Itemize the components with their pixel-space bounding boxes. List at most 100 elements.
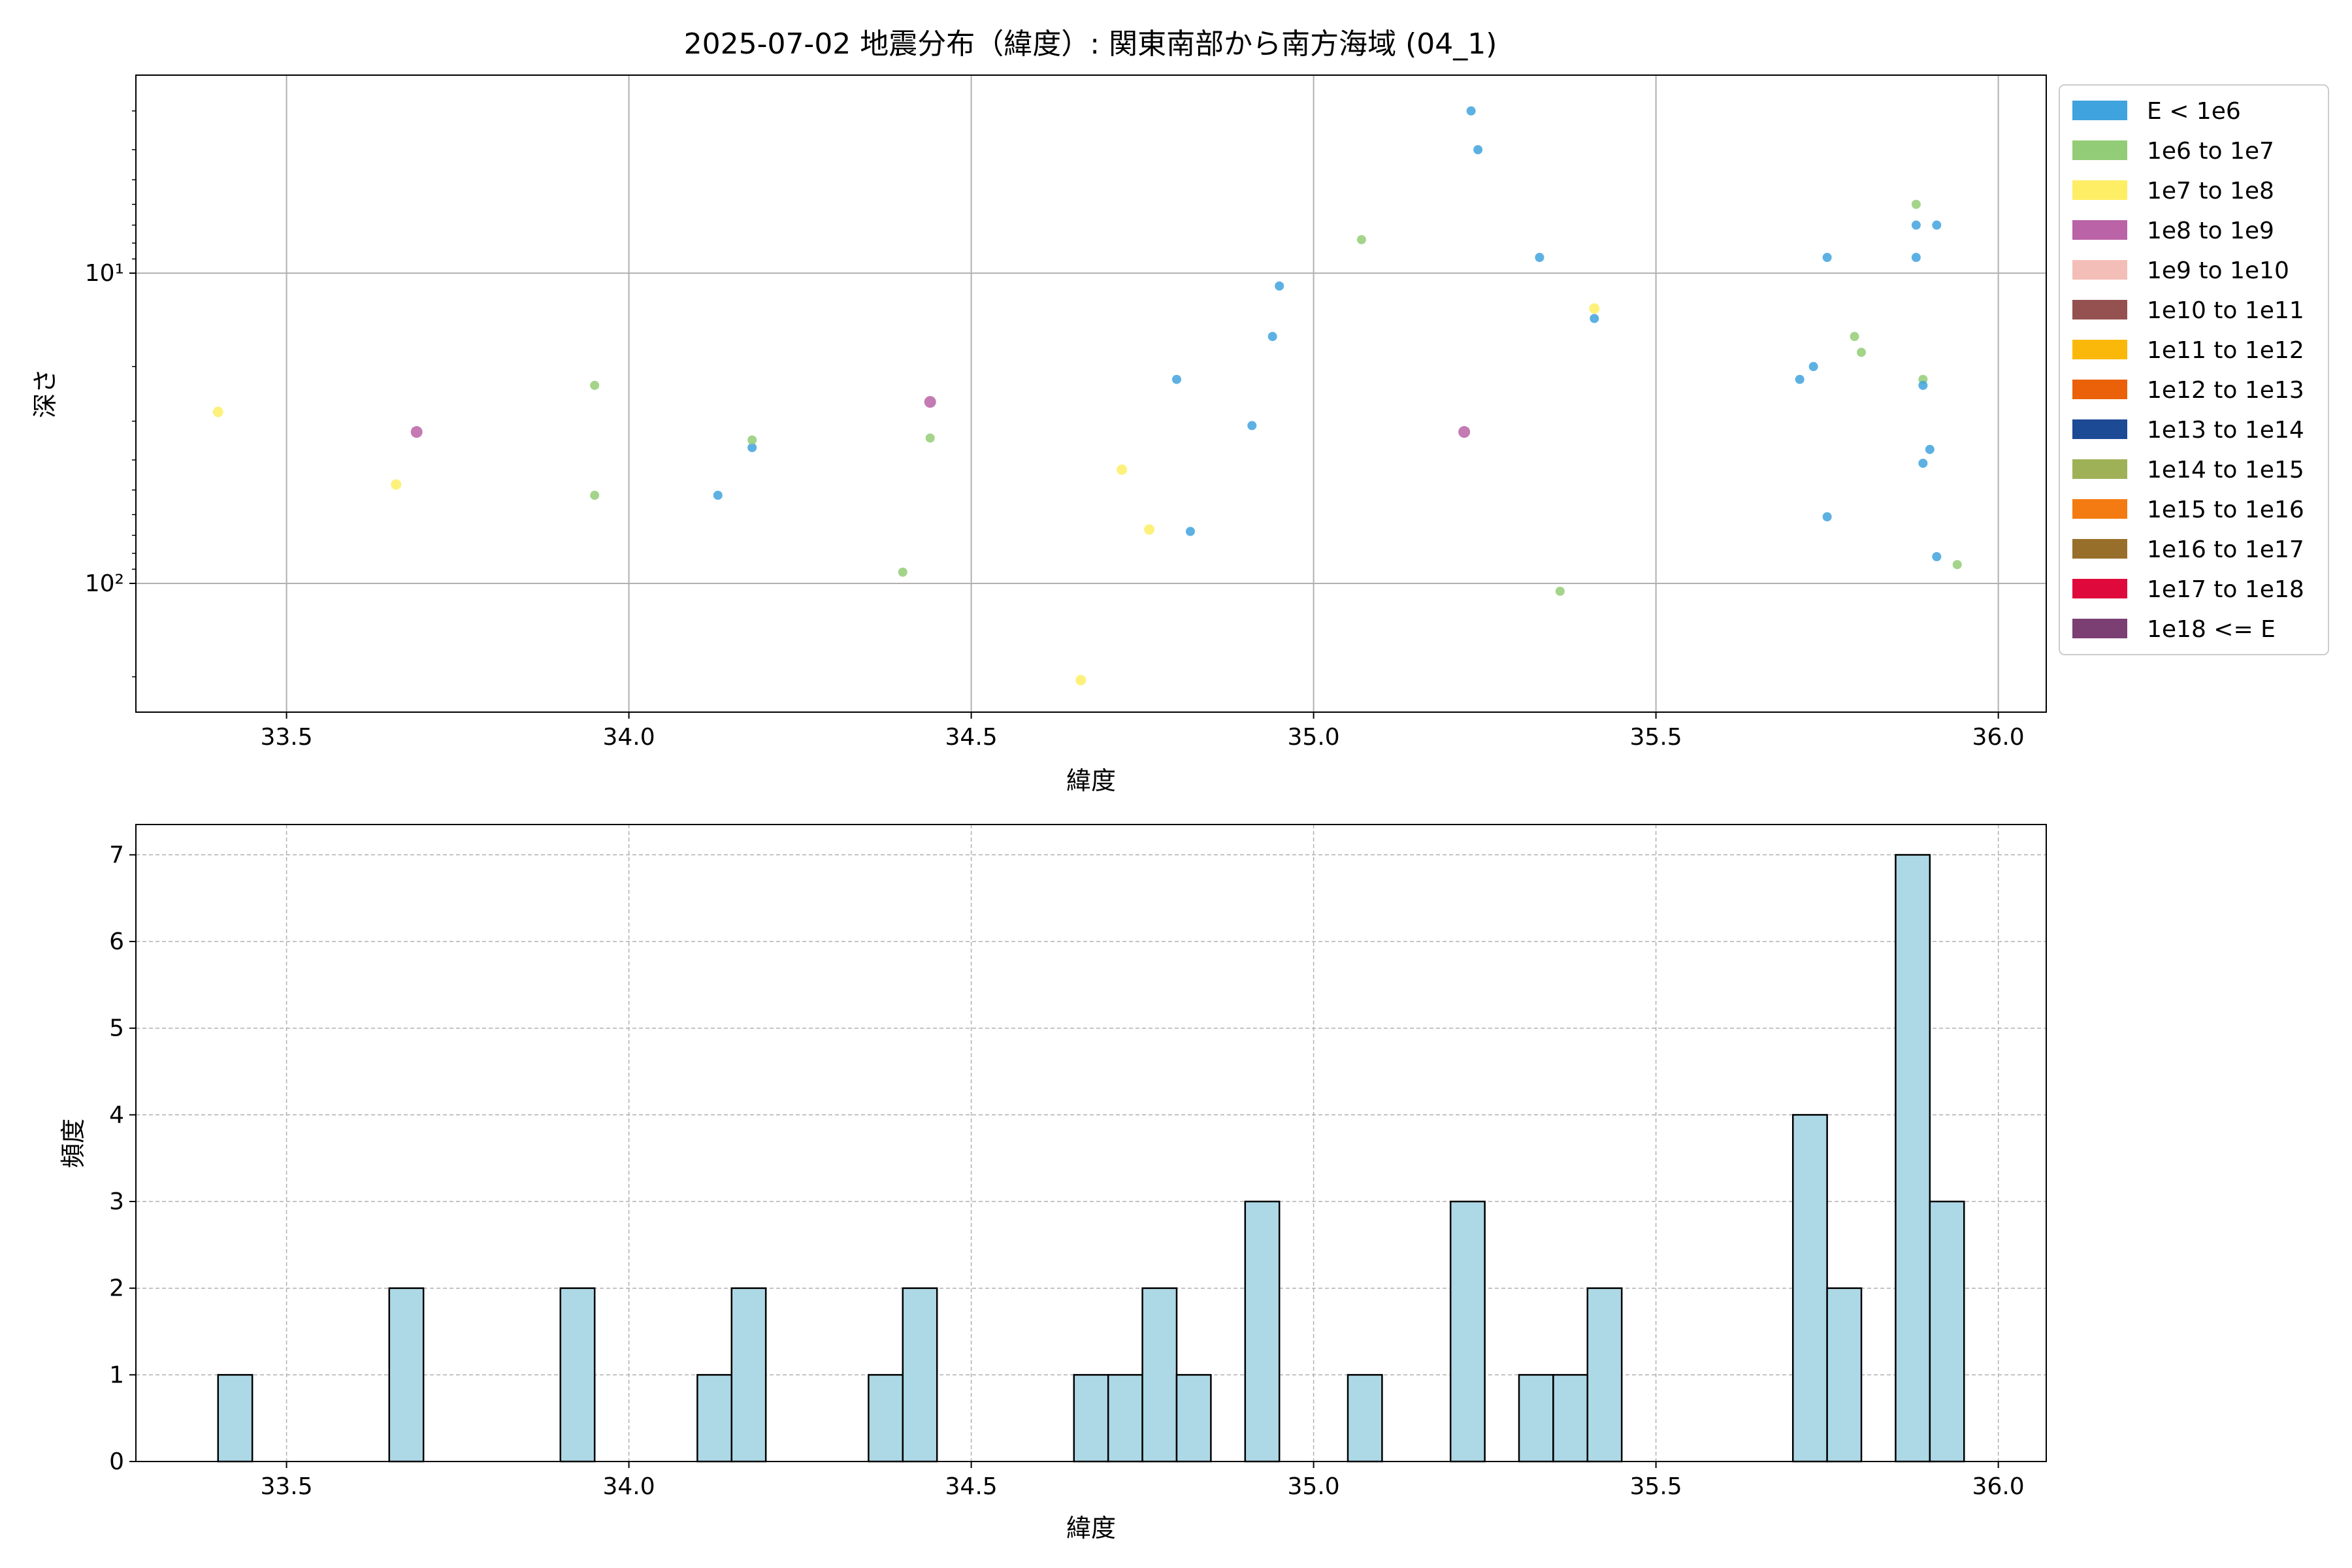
scatter-point (1911, 253, 1921, 263)
histogram-y-tick-label: 3 (109, 1188, 124, 1215)
scatter-point (1918, 380, 1928, 390)
legend-swatch (2072, 220, 2127, 240)
legend-swatch (2072, 419, 2127, 439)
scatter-point (1822, 512, 1832, 522)
scatter-point (1466, 106, 1476, 116)
histogram-bar (1791, 1114, 1828, 1463)
scatter-y-tick-label: 10² (85, 570, 124, 597)
histogram-x-tick-label: 36.0 (1972, 1473, 2025, 1500)
histogram-bar (868, 1374, 904, 1463)
histogram-bar (1552, 1374, 1589, 1463)
histogram-bar (730, 1287, 767, 1463)
histogram-bar (1175, 1374, 1212, 1463)
histogram-x-tick-label: 35.5 (1630, 1473, 1682, 1500)
scatter-point (1356, 235, 1366, 244)
histogram-x-tick-label: 33.5 (260, 1473, 312, 1500)
scatter-y-axis-label: 深さ (31, 368, 59, 418)
scatter-point (747, 443, 757, 453)
legend: E < 1e6 1e6 to 1e7 1e7 to 1e8 1e8 to 1e9 1e9… (2059, 84, 2329, 655)
histogram-bar (1107, 1374, 1143, 1463)
histogram-bar (696, 1374, 733, 1463)
histogram-bar (388, 1287, 425, 1463)
scatter-x-tick-label: 35.5 (1630, 724, 1682, 751)
histogram-y-tick-label: 6 (109, 928, 124, 955)
legend-swatch (2072, 459, 2127, 479)
legend-swatch (2072, 340, 2127, 359)
histogram-y-tick-label: 1 (109, 1362, 124, 1388)
scatter-point (1275, 281, 1284, 291)
legend-swatch (2072, 499, 2127, 519)
legend-label: 1e10 to 1e11 (2147, 297, 2304, 324)
scatter-point (1918, 459, 1928, 468)
legend-swatch (2072, 260, 2127, 280)
scatter-x-tick-label: 34.5 (945, 724, 998, 751)
scatter-point (1952, 560, 1962, 570)
histogram-bar (1347, 1374, 1383, 1463)
scatter-point (1185, 527, 1195, 536)
histogram-x-ticks: 33.5 34.0 34.5 35.0 35.5 36.0 (260, 1462, 2025, 1500)
scatter-x-ticks: 33.5 34.0 34.5 35.0 35.5 36.0 (260, 712, 2025, 751)
histogram-y-tick-label: 0 (109, 1448, 124, 1475)
histogram-bar (1929, 1200, 1965, 1463)
histogram-x-axis-label: 緯度 (1066, 1514, 1116, 1543)
scatter-point (590, 380, 600, 390)
scatter-point (1458, 426, 1471, 438)
histogram-plot-frame (135, 824, 2047, 1462)
histogram-bars (217, 854, 1965, 1463)
legend-label: E < 1e6 (2147, 98, 2241, 125)
histogram-y-axis-label: 頻度 (59, 1119, 88, 1168)
histogram-y-tick-label: 5 (109, 1015, 124, 1042)
scatter-point (1589, 303, 1600, 314)
histogram-bar (1141, 1287, 1178, 1463)
scatter-point (1117, 464, 1128, 475)
histogram-bar (1518, 1374, 1554, 1463)
legend-swatch (2072, 300, 2127, 319)
legend-label: 1e14 to 1e15 (2147, 457, 2304, 483)
scatter-point (1590, 314, 1599, 323)
scatter-x-axis-label: 緯度 (1066, 766, 1116, 795)
scatter-point (1932, 552, 1942, 562)
histogram-y-tick-label: 2 (109, 1275, 124, 1302)
scatter-y-tick-label: 10¹ (85, 260, 124, 287)
scatter-x-tick-label: 35.0 (1288, 724, 1340, 751)
legend-swatch (2072, 539, 2127, 559)
legend-label: 1e15 to 1e16 (2147, 497, 2304, 523)
scatter-point (1144, 524, 1155, 535)
legend-label: 1e9 to 1e10 (2147, 257, 2289, 284)
scatter-point (1808, 362, 1818, 372)
scatter-x-tick-label: 36.0 (1972, 724, 2025, 751)
legend-label: 1e6 to 1e7 (2147, 138, 2274, 165)
scatter-point (1075, 674, 1086, 685)
histogram-bar (1073, 1374, 1109, 1463)
histogram-x-tick-label: 35.0 (1288, 1473, 1340, 1500)
histogram-y-tick-label: 4 (109, 1102, 124, 1128)
legend-label: 1e11 to 1e12 (2147, 337, 2304, 364)
scatter-point (898, 567, 907, 577)
scatter-point (1857, 348, 1867, 357)
scatter-point (1172, 374, 1182, 384)
legend-swatch (2072, 579, 2127, 598)
histogram-y-tick-label: 7 (109, 841, 124, 868)
legend-label: 1e12 to 1e13 (2147, 377, 2304, 404)
histogram-x-tick-label: 34.0 (603, 1473, 655, 1500)
scatter-point (713, 491, 723, 500)
scatter-point (747, 435, 757, 445)
legend-swatch (2072, 180, 2127, 200)
histogram-bar (902, 1287, 938, 1463)
histogram-bar (1826, 1287, 1863, 1463)
scatter-point (1911, 199, 1921, 209)
chart-title: 2025-07-02 地震分布（緯度）: 関東南部から南方海域 (04_1) (684, 27, 1497, 61)
scatter-x-tick-label: 34.0 (603, 724, 655, 751)
scatter-point (1795, 374, 1805, 384)
scatter-x-tick-label: 33.5 (260, 724, 312, 751)
scatter-grid (136, 75, 2046, 712)
legend-label: 1e8 to 1e9 (2147, 218, 2274, 244)
histogram-bar (217, 1374, 253, 1463)
scatter-point (1850, 332, 1859, 342)
scatter-point (391, 479, 402, 490)
legend-label: 1e17 to 1e18 (2147, 576, 2304, 603)
histogram-bar (1895, 854, 1931, 1463)
legend-items: E < 1e6 1e6 to 1e7 1e7 to 1e8 1e8 to 1e9 1e9… (2072, 98, 2304, 643)
scatter-point (1925, 444, 1935, 454)
